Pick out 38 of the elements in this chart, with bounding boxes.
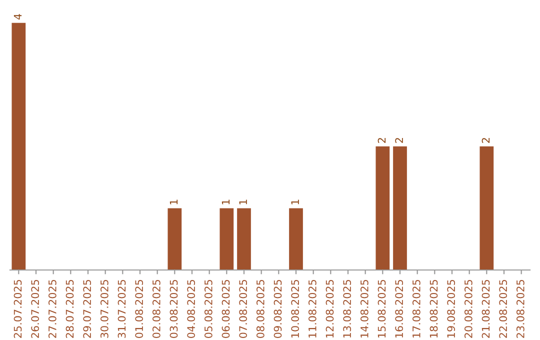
x-tick-label: 18.08.2025 xyxy=(430,280,438,338)
x-tick-label: 08.08.2025 xyxy=(256,280,264,338)
x-tick-label: 06.08.2025 xyxy=(222,280,230,338)
x-tick-label: 15.08.2025 xyxy=(378,280,386,338)
x-tick-label: 22.08.2025 xyxy=(499,280,508,338)
x-tick-label: 17.08.2025 xyxy=(412,280,420,338)
x-tick-label: 09.08.2025 xyxy=(274,280,282,338)
x-tick-label: 28.07.2025 xyxy=(66,280,74,338)
x-tick-label: 10.08.2025 xyxy=(291,280,300,338)
data-label: 1 xyxy=(239,200,247,204)
data-label: 1 xyxy=(222,200,230,204)
x-tick-label: 01.08.2025 xyxy=(135,280,144,338)
x-tick-label: 12.08.2025 xyxy=(326,280,334,338)
x-tick-label: 30.07.2025 xyxy=(100,280,108,338)
x-tick-label: 23.08.2025 xyxy=(516,280,524,338)
data-label: 4 xyxy=(14,14,22,20)
data-label: 1 xyxy=(291,200,299,204)
x-tick-label: 21.08.2025 xyxy=(482,280,490,338)
x-tick-label: 03.08.2025 xyxy=(170,280,178,338)
data-label: 2 xyxy=(482,138,490,143)
x-tick-label: 13.08.2025 xyxy=(343,280,352,338)
x-tick-label: 19.08.2025 xyxy=(447,280,456,338)
x-tick-label: 05.08.2025 xyxy=(204,280,212,338)
x-tick-label: 11.08.2025 xyxy=(308,280,316,338)
x-tick-label: 14.08.2025 xyxy=(360,280,368,338)
data-label: 2 xyxy=(378,138,386,143)
x-tick-label: 25.07.2025 xyxy=(14,280,22,338)
x-tick-label: 20.08.2025 xyxy=(464,280,472,338)
x-tick-label: 07.08.2025 xyxy=(239,280,248,338)
x-tick-label: 02.08.2025 xyxy=(152,280,160,338)
x-tick-label: 26.07.2025 xyxy=(31,280,40,338)
x-tick-label: 31.07.2025 xyxy=(118,280,126,338)
data-label: 2 xyxy=(395,138,403,143)
x-tick-label: 27.07.2025 xyxy=(48,280,56,338)
x-tick-label: 29.07.2025 xyxy=(83,280,92,338)
x-tick-label: 16.08.2025 xyxy=(395,280,404,338)
x-tick-label: 04.08.2025 xyxy=(187,280,196,338)
data-label: 1 xyxy=(170,200,178,204)
